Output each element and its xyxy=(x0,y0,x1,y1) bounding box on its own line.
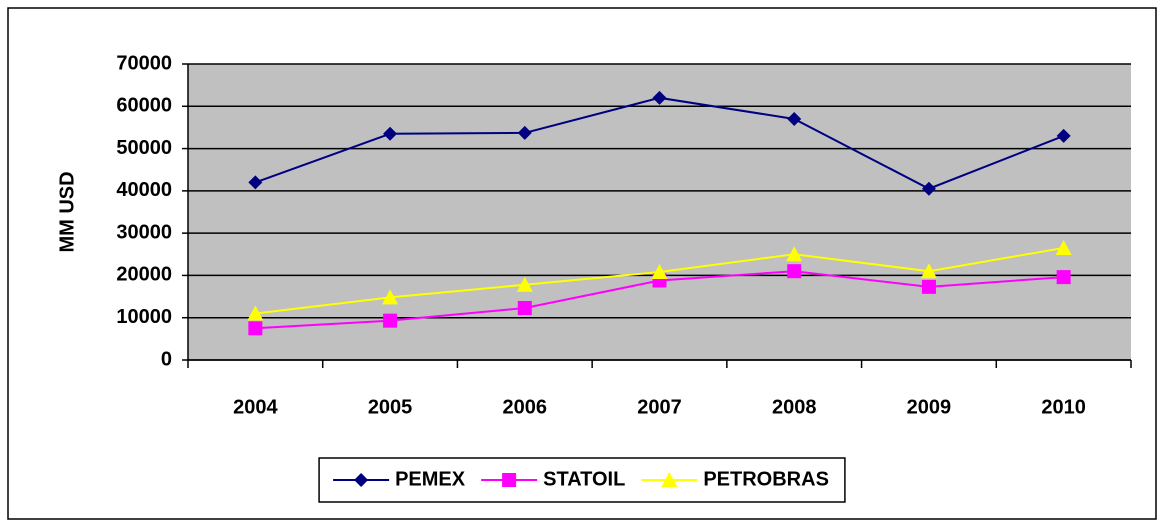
x-tick-label: 2009 xyxy=(907,396,952,418)
y-tick-label: 0 xyxy=(161,348,172,370)
marker xyxy=(248,175,263,190)
legend-label: PEMEX xyxy=(395,468,466,490)
y-tick-label: 50000 xyxy=(116,137,172,159)
marker xyxy=(921,181,936,196)
marker xyxy=(920,263,937,279)
marker xyxy=(248,321,263,336)
x-tick-label: 2008 xyxy=(772,396,817,418)
marker xyxy=(247,305,264,321)
marker xyxy=(382,289,399,305)
plot-area xyxy=(188,64,1131,360)
marker xyxy=(516,276,533,292)
x-tick-label: 2004 xyxy=(233,396,278,418)
x-tick-label: 2010 xyxy=(1041,396,1086,418)
y-axis-label: MM USD xyxy=(56,171,78,252)
legend-box xyxy=(318,457,846,503)
marker xyxy=(787,111,802,126)
x-tick-label: 2006 xyxy=(503,396,548,418)
marker xyxy=(383,126,398,141)
marker xyxy=(1055,239,1072,255)
marker xyxy=(921,279,936,294)
marker xyxy=(787,264,802,279)
x-tick-label: 2005 xyxy=(368,396,413,418)
marker xyxy=(383,313,398,328)
legend-label: PETROBRAS xyxy=(703,468,829,490)
marker xyxy=(354,473,369,487)
marker xyxy=(1056,128,1071,143)
y-tick-label: 20000 xyxy=(116,264,172,286)
marker xyxy=(1056,270,1071,285)
marker xyxy=(517,125,532,140)
y-tick-label: 30000 xyxy=(116,221,172,243)
y-tick-label: 10000 xyxy=(116,306,172,328)
marker xyxy=(502,473,517,487)
marker xyxy=(517,300,532,315)
x-tick-label: 2007 xyxy=(637,396,682,418)
y-tick-label: 60000 xyxy=(116,95,172,117)
y-tick-label: 70000 xyxy=(116,52,172,74)
marker xyxy=(786,246,803,262)
y-tick-label: 40000 xyxy=(116,179,172,201)
legend: PEMEX STATOIL PETROBRAS xyxy=(318,457,846,503)
marker xyxy=(652,90,667,105)
legend-label: STATOIL xyxy=(543,468,625,490)
marker xyxy=(661,472,678,487)
marker xyxy=(651,264,668,280)
